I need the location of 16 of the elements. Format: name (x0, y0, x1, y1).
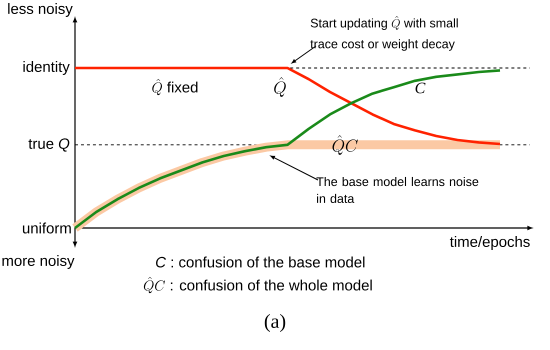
annotation: The base model learns noise in data (316, 176, 478, 204)
series-label: $\hat{Q}$ (274, 77, 286, 97)
text: trace cost or weight decay (310, 39, 455, 51)
text: less noisy (8, 3, 73, 17)
x-axis-title: time/epochs (450, 236, 530, 250)
text: $\hat{Q}C\mbox{ : confusion of the whole model}$ (144, 276, 372, 294)
text: more noisy (2, 255, 74, 269)
series-label: C (416, 82, 426, 94)
text: identity (23, 61, 70, 75)
annotation: $\hat{Q}\mbox{ fixed}$ (152, 78, 198, 96)
text: C : confusion of the base model (156, 256, 364, 268)
text: (a) (264, 314, 286, 332)
text: uniform (22, 222, 71, 234)
text: $\mbox{Start updating }\hat{Q}\mbox{ with small}$ (310, 16, 458, 30)
series-label: $\hat{Q}C$ (332, 135, 358, 155)
text: true Q (28, 138, 70, 152)
